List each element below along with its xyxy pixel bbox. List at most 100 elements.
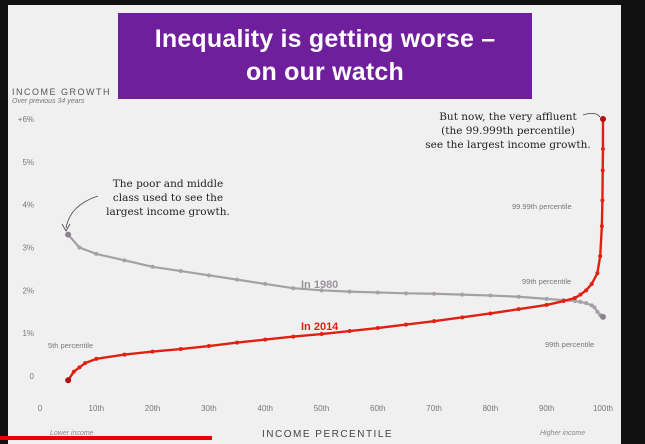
y-axis-ticks: 0 1% 2% 3% 4% 5% +6% xyxy=(18,115,35,381)
slide-title-line-1: Inequality is getting worse – xyxy=(154,25,496,53)
data-point-1980 xyxy=(150,264,155,269)
data-point-1980 xyxy=(432,291,437,296)
y-tick-label: 3% xyxy=(22,244,34,253)
data-point-2014 xyxy=(71,369,76,374)
data-point-1980 xyxy=(94,251,99,256)
data-point-2014 xyxy=(544,302,549,307)
y-tick-label: 2% xyxy=(22,286,34,295)
x-axis-high-label: Higher income xyxy=(540,430,586,437)
x-axis-ticks: 0 10th 20th 30th 40th 50th 60th 70th 80th 90th 100… xyxy=(38,404,613,413)
x-tick-label: 0 xyxy=(38,404,43,413)
data-point-2014 xyxy=(584,288,589,293)
data-point-2014 xyxy=(432,319,437,324)
data-point-2014 xyxy=(403,322,408,327)
data-point-2014 xyxy=(600,146,605,151)
x-tick-label: 90th xyxy=(539,404,555,413)
y-tick-label: +6% xyxy=(18,115,34,124)
data-point-2014 xyxy=(578,292,583,297)
x-axis-title: INCOME PERCENTILE xyxy=(262,429,394,440)
annotation-poor-arrowhead xyxy=(61,223,71,232)
x-tick-label: 50th xyxy=(314,404,330,413)
data-point-2014 xyxy=(319,332,324,337)
series-label-2014: In 2014 xyxy=(301,321,339,333)
data-point-2014 xyxy=(83,361,88,366)
data-point-1980 xyxy=(206,273,211,278)
series-line-2014 xyxy=(67,118,605,381)
data-point-1980 xyxy=(178,269,183,274)
series-line-1980 xyxy=(67,233,605,318)
data-point-1980 xyxy=(122,258,127,263)
data-point-1980 xyxy=(347,289,352,294)
data-point-1980 xyxy=(595,309,600,314)
y-tick-label: 1% xyxy=(22,329,34,338)
annotation-poor-arrow xyxy=(65,195,99,229)
data-point-1980 xyxy=(291,286,296,291)
annotation-poor-line-3: largest income growth. xyxy=(106,206,230,218)
data-point-1980 xyxy=(592,305,597,310)
y-tick-label: 0 xyxy=(30,372,35,381)
label-99th-percentile-1980: 99th percentile xyxy=(522,277,571,286)
data-point-2014 xyxy=(206,344,211,349)
data-point-2014 xyxy=(598,254,603,259)
data-point-2014 xyxy=(375,326,380,331)
x-tick-label: 10th xyxy=(89,404,105,413)
data-point-2014 xyxy=(150,349,155,354)
data-point-2014 xyxy=(600,168,605,173)
y-axis-subtitle: Over previous 34 years xyxy=(12,98,85,105)
annotation-rich-line-1: But now, the very affluent xyxy=(439,111,577,123)
video-frame-top xyxy=(0,0,645,5)
data-point-2014 xyxy=(291,334,296,339)
data-point-2014 xyxy=(599,224,604,229)
data-point-1980 xyxy=(403,291,408,296)
data-point-2014 xyxy=(488,311,493,316)
data-point-1980 xyxy=(319,288,324,293)
data-point-1980 xyxy=(584,301,589,306)
series-layer xyxy=(65,116,606,384)
x-tick-label: 70th xyxy=(426,404,442,413)
data-point-1980 xyxy=(578,299,583,304)
data-point-2014 xyxy=(460,315,465,320)
slide-title-box: Inequality is getting worse – on our wat… xyxy=(118,13,532,99)
video-frame-right xyxy=(621,0,645,444)
label-99th-percentile-2014: 99th percentile xyxy=(545,340,594,349)
annotation-rich-line-3: see the largest income growth. xyxy=(425,139,590,151)
data-point-1980 xyxy=(77,245,82,250)
data-point-2014 xyxy=(516,307,521,312)
data-point-2014 xyxy=(263,337,268,342)
data-point-2014 xyxy=(572,296,577,301)
y-tick-label: 5% xyxy=(22,158,34,167)
data-point-2014 xyxy=(94,356,99,361)
data-point-2014 xyxy=(595,271,600,276)
x-tick-label: 80th xyxy=(483,404,499,413)
data-point-1980 xyxy=(460,292,465,297)
data-point-2014 xyxy=(178,347,183,352)
endpoint-marker-1980 xyxy=(65,231,72,238)
series-label-1980: In 1980 xyxy=(301,279,338,291)
annotation-rich-line-2: (the 99.999th percentile) xyxy=(441,125,575,137)
data-point-2014 xyxy=(600,198,605,203)
video-progress-bar[interactable] xyxy=(0,436,212,440)
data-point-2014 xyxy=(122,352,127,357)
endpoint-marker-1980 xyxy=(600,313,606,320)
annotation-poor-line-2: class used to see the xyxy=(113,192,223,204)
x-axis-low-label: Lower income xyxy=(50,430,94,437)
data-point-1980 xyxy=(516,294,521,299)
slide-title-line-2: on our watch xyxy=(246,58,404,86)
x-tick-label: 30th xyxy=(201,404,217,413)
data-point-1980 xyxy=(488,293,493,298)
video-frame-left xyxy=(0,0,8,444)
endpoint-marker-2014 xyxy=(65,377,72,384)
y-axis-title: INCOME GROWTH xyxy=(12,87,111,97)
y-tick-label: 4% xyxy=(22,201,34,210)
data-point-1980 xyxy=(589,303,594,308)
endpoint-marker-2014 xyxy=(600,116,606,122)
annotation-poor-line-1: The poor and middle xyxy=(113,178,223,190)
annotation-rich-arrow xyxy=(582,113,601,118)
label-99-99th-percentile: 99.99th percentile xyxy=(512,202,572,211)
x-tick-label: 60th xyxy=(370,404,386,413)
data-point-2014 xyxy=(235,340,240,345)
data-point-1980 xyxy=(263,281,268,286)
data-point-2014 xyxy=(589,281,594,286)
data-point-2014 xyxy=(347,329,352,334)
